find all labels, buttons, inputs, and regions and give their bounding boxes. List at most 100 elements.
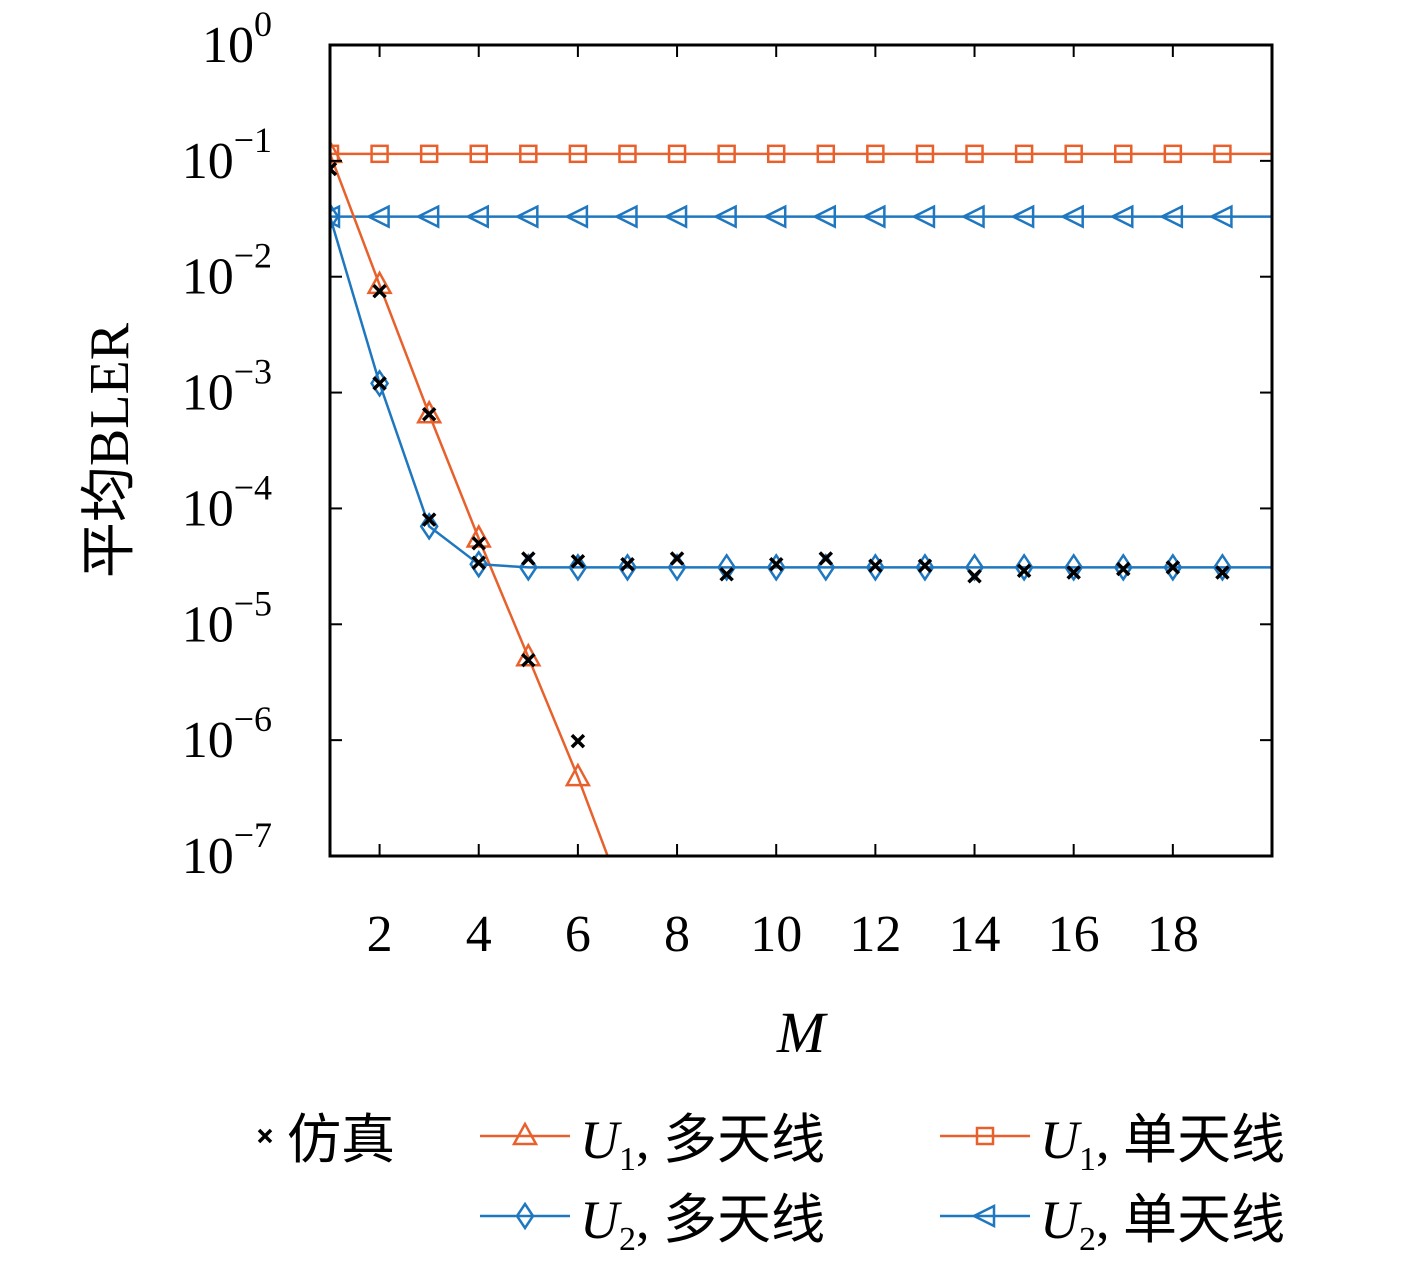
simulation-marker xyxy=(570,554,586,569)
diamond-marker xyxy=(1064,553,1084,582)
y-tick-label: 10−7 xyxy=(182,815,272,885)
square-marker xyxy=(568,144,588,164)
y-tick-exponent: −7 xyxy=(234,815,272,855)
simulation-marker xyxy=(257,1128,273,1144)
legend-item-sim: 仿真 xyxy=(257,1110,395,1170)
diamond-marker xyxy=(915,553,935,582)
triangle-left-marker xyxy=(613,204,638,229)
legend-symbol: U xyxy=(580,1190,622,1250)
simulation-marker xyxy=(620,556,635,572)
triangle-left-marker xyxy=(663,204,688,229)
simulation-marker xyxy=(570,733,586,749)
simulation-marker xyxy=(330,161,338,177)
triangle-left-marker xyxy=(960,204,985,229)
x-axis-label: M xyxy=(776,1000,828,1065)
simulation-marker xyxy=(1066,565,1081,580)
square-marker xyxy=(1014,144,1034,164)
triangle-up-marker xyxy=(416,399,443,424)
series-line-u2_multi xyxy=(330,216,1272,569)
square-marker xyxy=(519,144,538,164)
legend-label: U2, 多天线 xyxy=(580,1190,825,1258)
simulation-marker xyxy=(1165,560,1181,575)
square-marker xyxy=(915,144,935,164)
square-marker xyxy=(618,144,637,164)
x-tick-label: 18 xyxy=(1147,906,1199,963)
legend-label: 仿真 xyxy=(287,1110,395,1170)
legend-text: , 多天线 xyxy=(636,1110,825,1170)
triangle-left-marker xyxy=(1208,204,1233,229)
y-tick-label: 10−5 xyxy=(182,583,272,653)
triangle-left-marker xyxy=(811,204,837,229)
series-group xyxy=(330,139,1272,856)
axes-frame xyxy=(328,43,1274,858)
simulation-marker xyxy=(917,558,933,573)
y-axis-label: 平均BLER xyxy=(79,322,141,578)
triangle-left-marker xyxy=(365,204,390,229)
simulation-marker xyxy=(471,555,486,570)
triangle-left-marker xyxy=(1059,204,1084,229)
x-tick-label: 14 xyxy=(949,906,1001,963)
y-tick-label: 100 xyxy=(202,4,272,74)
x-tick-label: 12 xyxy=(849,906,901,963)
square-marker xyxy=(1114,144,1133,164)
legend-label: U2, 单天线 xyxy=(1040,1190,1285,1258)
triangle-left-marker xyxy=(712,204,737,229)
diamond-marker xyxy=(419,512,439,541)
diamond-marker xyxy=(617,553,637,582)
square-marker xyxy=(766,144,786,164)
simulation-marker xyxy=(521,652,536,668)
simulation-marker xyxy=(372,283,387,299)
triangle-left-marker xyxy=(1109,204,1134,229)
simulation-marker xyxy=(818,551,834,566)
square-marker xyxy=(1163,144,1183,164)
simulation-marker xyxy=(669,551,685,566)
square-marker xyxy=(1064,144,1083,164)
legend-label: U1, 单天线 xyxy=(1040,1110,1285,1178)
triangle-left-marker xyxy=(861,204,886,229)
simulation-marker xyxy=(1116,561,1131,577)
y-tick-exponent: −4 xyxy=(234,467,272,507)
y-tick-exponent: −1 xyxy=(234,120,272,160)
simulation-marker xyxy=(719,567,734,582)
triangle-left-marker xyxy=(762,204,787,229)
simulation-marker xyxy=(1016,563,1032,578)
legend-item-u2_multi: U2, 多天线 xyxy=(480,1190,825,1258)
triangle-up-marker xyxy=(511,1121,539,1146)
diamond-marker xyxy=(965,553,985,582)
legend-subscript: 1 xyxy=(1079,1141,1096,1178)
simulation-marker xyxy=(768,556,784,572)
square-marker xyxy=(419,144,439,164)
legend-text: , 单天线 xyxy=(1096,1190,1285,1250)
plot-area xyxy=(330,139,1272,856)
simulation-marker xyxy=(421,407,437,422)
x-tick-label: 4 xyxy=(466,906,492,963)
square-marker xyxy=(1213,144,1232,164)
square-marker xyxy=(816,144,836,164)
square-marker xyxy=(667,144,687,164)
triangle-up-marker xyxy=(465,523,492,548)
diamond-marker xyxy=(330,202,340,231)
legend-subscript: 2 xyxy=(619,1221,636,1258)
triangle-up-marker xyxy=(330,139,344,164)
x-tick-label: 10 xyxy=(750,906,802,963)
axis-ticks: 2 4 6 8 10 12 14 16 18 10−7 10−6 10−5 10−4 10−3 10−2 10… xyxy=(182,4,1272,963)
y-tick-exponent: −6 xyxy=(234,699,272,739)
legend-text: , 单天线 xyxy=(1096,1110,1285,1170)
triangle-left-marker xyxy=(1010,204,1035,229)
triangle-left-marker xyxy=(514,204,539,229)
x-tick-label: 8 xyxy=(664,906,690,963)
triangle-left-marker xyxy=(971,1203,996,1229)
triangle-up-marker xyxy=(564,762,592,787)
legend-item-u1_single: U1, 单天线 xyxy=(940,1110,1285,1178)
triangle-left-marker xyxy=(415,204,440,229)
y-tick-label: 10−6 xyxy=(182,699,272,769)
simulation-marker xyxy=(372,376,387,391)
triangle-left-marker xyxy=(464,204,489,229)
legend-item-u1_multi: U1, 多天线 xyxy=(480,1110,825,1178)
diamond-marker xyxy=(717,553,737,582)
y-tick-exponent: −5 xyxy=(234,583,272,623)
square-marker xyxy=(866,144,885,164)
legend-item-u2_single: U2, 单天线 xyxy=(940,1190,1285,1258)
legend-symbol: U xyxy=(1040,1110,1082,1170)
